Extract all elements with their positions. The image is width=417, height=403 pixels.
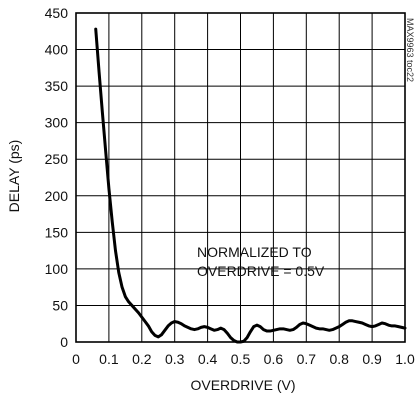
- x-tick-label: 0.1: [99, 351, 119, 367]
- series-layer: [94, 27, 407, 344]
- plot-frame: [75, 12, 406, 343]
- y-tick-label: 300: [45, 115, 69, 131]
- delay-series-line: [94, 27, 407, 344]
- x-tick-label: 0: [72, 351, 80, 367]
- x-tick-label: 0.8: [329, 351, 349, 367]
- x-tick-label: 0.9: [362, 351, 382, 367]
- y-tick-label: 0: [60, 334, 68, 350]
- x-tick-labels: 0 0.1 0.2 0.3 0.4 0.5 0.6 0.7 0.8 0.9 1.0: [72, 351, 415, 367]
- y-tick-label: 450: [45, 5, 69, 21]
- y-tick-label: 150: [45, 224, 69, 240]
- x-tick-label: 0.4: [198, 351, 218, 367]
- x-tick-label: 0.3: [165, 351, 185, 367]
- y-axis-title: DELAY (ps): [6, 140, 22, 213]
- x-tick-label: 0.5: [231, 351, 251, 367]
- x-tick-label: 0.7: [297, 351, 317, 367]
- annotation-line-1: NORMALIZED TO: [197, 244, 312, 260]
- y-tick-label: 200: [45, 188, 69, 204]
- y-tick-label: 250: [45, 151, 69, 167]
- y-tick-label: 100: [45, 261, 69, 277]
- y-tick-label: 400: [45, 42, 69, 58]
- grid: [76, 13, 405, 342]
- x-tick-label: 0.2: [132, 351, 152, 367]
- x-tick-label: 0.6: [264, 351, 284, 367]
- y-tick-labels: 0 50 100 150 200 250 300 350 400 450: [45, 5, 69, 350]
- annotation-line-2: OVERDRIVE = 0.5V: [197, 263, 325, 279]
- reference-id: MAX9963 toc22: [405, 18, 415, 82]
- x-axis-title: OVERDRIVE (V): [190, 377, 295, 393]
- y-tick-label: 350: [45, 78, 69, 94]
- x-tick-label: 1.0: [395, 351, 415, 367]
- y-tick-label: 50: [52, 297, 68, 313]
